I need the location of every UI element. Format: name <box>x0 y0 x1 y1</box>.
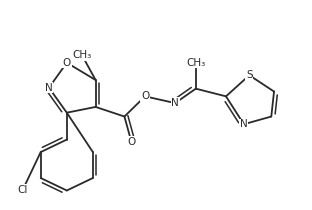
Text: O: O <box>127 136 135 147</box>
Text: S: S <box>246 70 253 80</box>
Text: O: O <box>63 58 71 68</box>
Text: CH₃: CH₃ <box>186 58 205 68</box>
Text: O: O <box>141 91 149 101</box>
Text: N: N <box>240 119 248 129</box>
Text: CH₃: CH₃ <box>72 50 91 60</box>
Text: N: N <box>171 98 179 108</box>
Text: N: N <box>45 83 53 93</box>
Text: Cl: Cl <box>18 185 28 194</box>
